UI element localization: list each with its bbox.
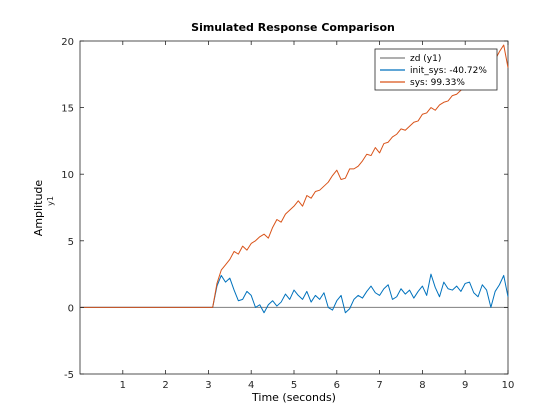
legend-items: zd (y1) init_sys: -40.72% sys: 99.33% <box>380 54 487 88</box>
series-line-1 <box>80 273 509 314</box>
series-layer <box>80 44 509 314</box>
y-tick-label: 10 <box>61 170 74 181</box>
x-axis-label: Time (seconds) <box>251 391 336 404</box>
plot-area: 1 2 3 4 5 6 7 8 9 10 -5 0 5 10 15 20 <box>61 37 514 391</box>
x-tick-label: 6 <box>334 380 340 391</box>
series-line-2 <box>80 44 509 308</box>
x-tick-label: 7 <box>376 380 382 391</box>
legend-label-2: sys: 99.33% <box>410 78 465 88</box>
x-tick-label: 1 <box>120 380 126 391</box>
y-tick-label: 5 <box>68 237 74 248</box>
chart-title: Simulated Response Comparison <box>191 21 395 34</box>
axes-box <box>79 40 509 375</box>
ticks-layer: 1 2 3 4 5 6 7 8 9 10 -5 0 5 10 15 20 <box>61 37 514 391</box>
y-axis-sublabel: y1 <box>46 196 55 206</box>
x-tick-label: 10 <box>502 380 515 391</box>
x-tick-label: 9 <box>462 380 468 391</box>
x-tick-label: 2 <box>162 380 168 391</box>
y-axis-label: Amplitude <box>32 180 45 237</box>
legend-label-1: init_sys: -40.72% <box>410 66 487 76</box>
x-tick-label: 3 <box>205 380 211 391</box>
y-tick-label: 0 <box>68 303 74 314</box>
legend: zd (y1) init_sys: -40.72% sys: 99.33% <box>374 48 498 91</box>
x-tick-label: 4 <box>248 380 254 391</box>
legend-label-0: zd (y1) <box>410 54 441 64</box>
y-tick-label: 20 <box>61 37 74 48</box>
y-tick-label: -5 <box>64 370 74 381</box>
y-tick-label: 15 <box>61 104 74 115</box>
x-tick-label: 8 <box>419 380 425 391</box>
x-tick-label: 5 <box>291 380 297 391</box>
